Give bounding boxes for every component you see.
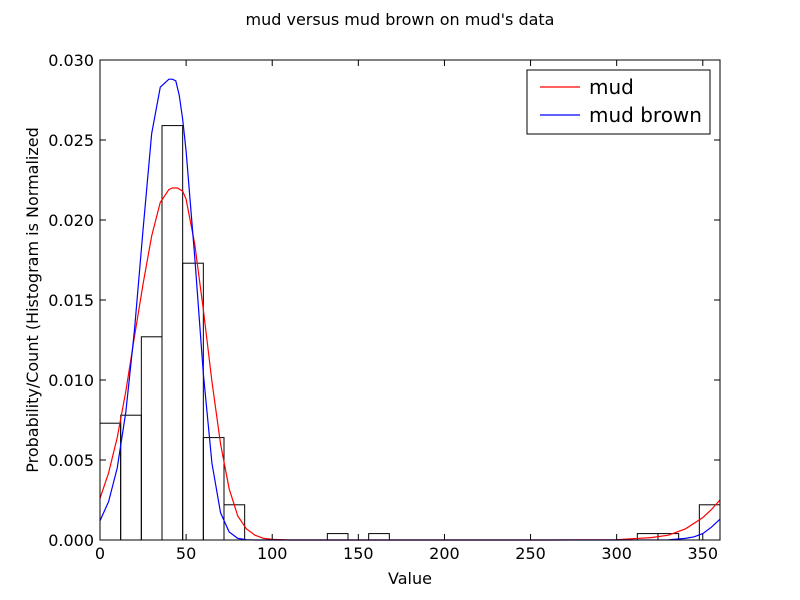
x-tick-label: 100	[257, 544, 288, 563]
x-axis-label: Value	[388, 569, 432, 588]
legend-box	[526, 69, 711, 135]
y-tick-label: 0.030	[48, 51, 94, 70]
histogram-bar	[202, 437, 225, 541]
x-tick-label: 300	[601, 544, 632, 563]
x-tick-label: 0	[95, 544, 105, 563]
legend: mud mud brown	[526, 69, 711, 135]
y-tick-label: 0.015	[48, 291, 94, 310]
y-tick-label: 0.000	[48, 531, 94, 550]
chart-title: mud versus mud brown on mud's data	[246, 10, 555, 29]
histogram-bar	[326, 533, 349, 541]
legend-label-mud: mud	[589, 75, 634, 99]
histogram-bar	[368, 533, 390, 541]
histogram-bars	[99, 125, 721, 541]
histogram-bar	[99, 422, 122, 541]
y-tick-label: 0.020	[48, 211, 94, 230]
y-axis-label: Probability/Count (Histogram is Normaliz…	[23, 127, 42, 473]
legend-label-mud-brown: mud brown	[589, 103, 702, 127]
x-tick-label: 200	[429, 544, 460, 563]
y-axis-ticks: 0.000 0.005 0.010 0.015 0.020 0.025 0.030	[48, 51, 720, 550]
fit-curves	[99, 78, 721, 541]
y-tick-label: 0.025	[48, 131, 94, 150]
x-tick-label: 50	[176, 544, 196, 563]
series-line-mud	[99, 187, 721, 541]
histogram-bar	[140, 336, 163, 541]
x-tick-label: 250	[515, 544, 546, 563]
x-tick-label: 150	[343, 544, 374, 563]
y-tick-label: 0.005	[48, 451, 94, 470]
histogram-bar	[182, 262, 204, 541]
x-tick-label: 350	[688, 544, 719, 563]
histogram-bar	[120, 414, 142, 541]
series-line-mud-brown	[99, 78, 721, 541]
y-tick-label: 0.010	[48, 371, 94, 390]
x-axis-ticks: 0 50 100 150 200 250 300 350	[95, 60, 718, 563]
